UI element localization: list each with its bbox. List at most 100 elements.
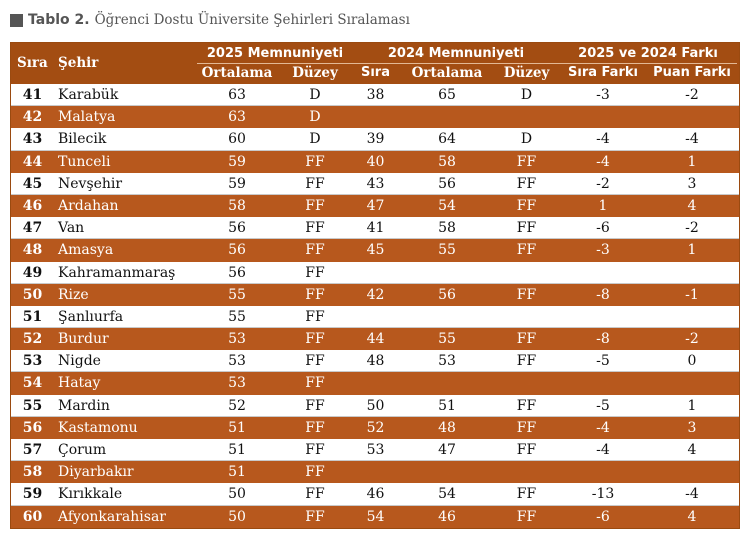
- header-avg-2024: Ortalama: [411, 65, 483, 81]
- cell-avg-2025: 53: [228, 353, 246, 370]
- cell-score-diff: -4: [685, 486, 699, 503]
- cell-avg-2025: 63: [228, 87, 246, 103]
- table-row: 55 Mardin 52 FF 50 51 FF -5 1: [11, 394, 739, 417]
- header-city: Şehir: [58, 55, 99, 71]
- cell-level-2025: FF: [305, 508, 325, 525]
- table-row: 50 Rize 55 FF 42 56 FF -8 -1: [11, 283, 739, 306]
- cell-level-2025: D: [309, 87, 321, 103]
- cell-avg-2025: 51: [228, 419, 246, 436]
- cell-rank-diff: -8: [596, 331, 610, 348]
- cell-city: Burdur: [58, 331, 109, 348]
- cell-rank-diff: -3: [596, 242, 610, 259]
- cell-rank: 41: [22, 87, 43, 103]
- cell-avg-2024: 54: [438, 197, 456, 214]
- cell-rank: 42: [22, 109, 43, 126]
- cell-level-2025: FF: [305, 220, 325, 237]
- table-caption: Tablo 2. Öğrenci Dostu Üniversite Şehirl…: [10, 10, 410, 30]
- cell-rank-2024: 43: [366, 175, 385, 192]
- cell-rank: 44: [22, 153, 43, 170]
- cell-avg-2024: 54: [438, 486, 456, 503]
- cell-avg-2025: 50: [228, 486, 246, 503]
- cell-rank: 53: [22, 353, 43, 370]
- cell-score-diff: -2: [685, 220, 699, 237]
- cell-avg-2024: 46: [438, 508, 456, 525]
- cell-level-2025: FF: [305, 242, 325, 259]
- cell-city: Karabük: [58, 87, 119, 103]
- cell-score-diff: 0: [687, 353, 697, 370]
- cell-city: Nigde: [58, 353, 101, 370]
- cell-rank-diff: -4: [596, 153, 610, 170]
- cell-level-2025: FF: [305, 464, 325, 481]
- cell-rank: 60: [22, 508, 43, 525]
- cell-rank-diff: -5: [596, 397, 610, 414]
- ranking-table: Sıra Şehir 2025 Memnuniyeti 2024 Memnuni…: [10, 42, 740, 529]
- cell-rank: 56: [22, 419, 43, 436]
- cell-rank: 43: [22, 131, 43, 148]
- cell-avg-2025: 56: [228, 264, 246, 281]
- table-row: 47 Van 56 FF 41 58 FF -6 -2: [11, 217, 739, 240]
- cell-level-2025: FF: [305, 442, 325, 458]
- cell-city: Rize: [58, 286, 89, 303]
- cell-rank-2024: 53: [366, 442, 385, 458]
- cell-avg-2025: 52: [228, 397, 246, 414]
- cell-rank-diff: -6: [596, 220, 610, 237]
- cell-level-2025: FF: [305, 375, 325, 392]
- cell-city: Amasya: [58, 242, 114, 259]
- cell-score-diff: -4: [685, 131, 699, 148]
- cell-level-2025: D: [309, 109, 321, 126]
- cell-avg-2025: 51: [228, 464, 246, 481]
- cell-level-2025: FF: [305, 419, 325, 436]
- table-row: 59 Kırıkkale 50 FF 46 54 FF -13 -4: [11, 483, 739, 506]
- table-body: 41 Karabük 63 D 38 65 D -3 -2 42 Malatya 63 D 43 Bilec…: [11, 84, 739, 528]
- cell-avg-2024: 51: [438, 397, 456, 414]
- cell-rank-diff: -8: [596, 286, 610, 303]
- cell-rank: 45: [22, 175, 43, 192]
- cell-level-2024: FF: [516, 242, 537, 259]
- cell-avg-2025: 53: [228, 375, 246, 392]
- cell-level-2025: FF: [305, 331, 325, 348]
- cell-rank: 49: [22, 264, 43, 281]
- cell-level-2025: FF: [305, 153, 325, 170]
- cell-score-diff: 4: [687, 197, 697, 214]
- cell-rank-diff: -2: [596, 175, 610, 192]
- cell-level-2025: FF: [305, 353, 325, 370]
- cell-level-2024: FF: [516, 153, 537, 170]
- cell-rank: 58: [22, 464, 43, 481]
- cell-rank: 50: [22, 286, 43, 303]
- cell-city: Bilecik: [58, 131, 107, 148]
- cell-avg-2025: 58: [228, 197, 246, 214]
- table-row: 51 Şanlıurfa 55 FF: [11, 305, 739, 329]
- cell-rank: 55: [22, 397, 43, 414]
- cell-city: Van: [58, 220, 85, 237]
- cell-rank: 57: [22, 442, 43, 458]
- cell-level-2024: FF: [516, 442, 537, 458]
- cell-level-2024: FF: [516, 220, 537, 237]
- cell-rank: 46: [22, 197, 43, 214]
- cell-level-2024: FF: [516, 419, 537, 436]
- cell-level-2025: FF: [305, 197, 325, 214]
- cell-rank-2024: 39: [366, 131, 385, 148]
- cell-rank-2024: 50: [366, 397, 385, 414]
- cell-level-2024: D: [520, 131, 533, 148]
- cell-city: Tunceli: [58, 153, 111, 170]
- header-level-2025: Düzey: [292, 65, 338, 81]
- cell-city: Ardahan: [58, 197, 119, 214]
- cell-score-diff: -2: [685, 331, 699, 348]
- cell-level-2024: FF: [516, 197, 537, 214]
- cell-rank-2024: 47: [366, 197, 385, 214]
- cell-rank-2024: 46: [366, 486, 385, 503]
- cell-score-diff: 1: [687, 153, 697, 170]
- table-row: 41 Karabük 63 D 38 65 D -3 -2: [11, 84, 739, 107]
- cell-level-2025: FF: [305, 175, 325, 192]
- cell-score-diff: 4: [687, 442, 697, 458]
- caption-title: Öğrenci Dostu Üniversite Şehirleri Sıral…: [94, 12, 410, 28]
- table-row: 46 Ardahan 58 FF 47 54 FF 1 4: [11, 194, 739, 218]
- cell-city: Hatay: [58, 375, 101, 392]
- cell-level-2025: FF: [305, 286, 325, 303]
- cell-city: Çorum: [58, 442, 107, 458]
- cell-rank-2024: 40: [366, 153, 385, 170]
- cell-level-2025: FF: [305, 308, 325, 325]
- caption-label: Tablo 2.: [28, 12, 90, 28]
- cell-rank-diff: -3: [596, 87, 610, 103]
- cell-rank-diff: -5: [596, 353, 610, 370]
